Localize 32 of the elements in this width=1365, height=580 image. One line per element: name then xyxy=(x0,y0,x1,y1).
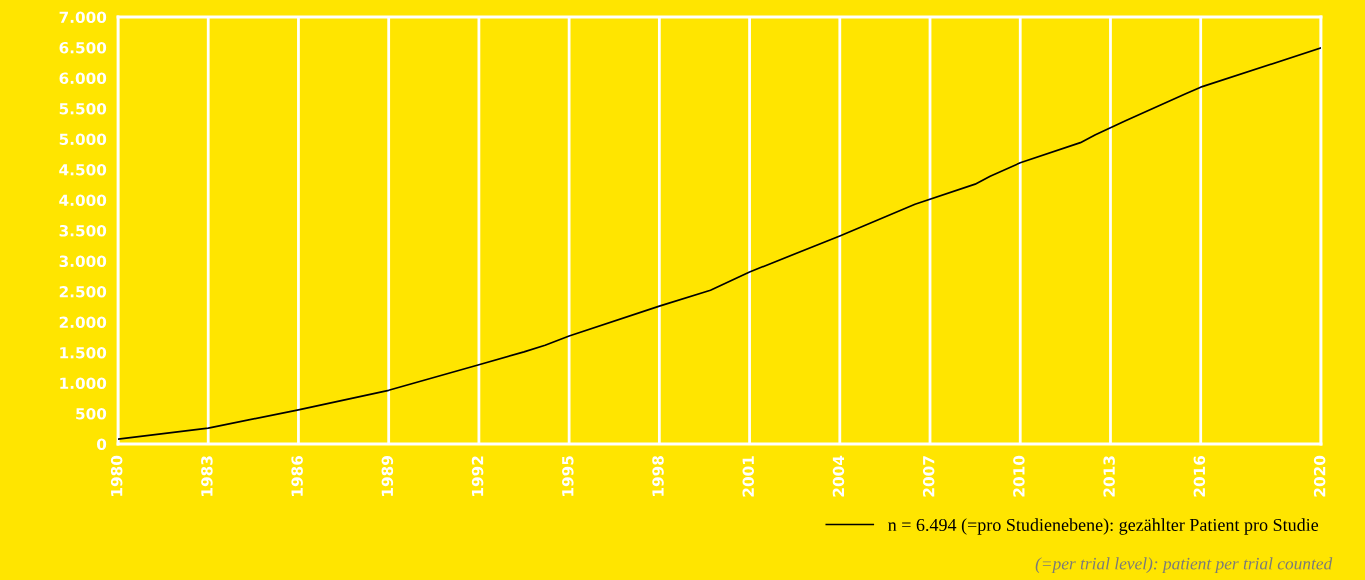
y-tick-label: 5.500 xyxy=(59,102,107,115)
x-tick-label: 2020 xyxy=(1313,455,1326,497)
y-tick-label: 7.000 xyxy=(59,11,107,24)
y-tick-label: 4.500 xyxy=(59,163,107,176)
x-tick-label: 1986 xyxy=(291,455,303,496)
y-tick-label: 4.000 xyxy=(59,194,107,207)
x-tick-label: 1995 xyxy=(562,456,574,496)
y-tick-label: 2.500 xyxy=(59,285,107,298)
text: (=per trial level): patient per trial counted xyxy=(1035,557,1333,574)
x-tick-label: 2013 xyxy=(1103,456,1115,497)
x-tick-label: 1983 xyxy=(201,456,213,496)
x-tick-label: 2007 xyxy=(922,456,935,497)
x-tick-label: 2010 xyxy=(1013,455,1025,497)
x-tick-label: 2004 xyxy=(832,455,845,497)
y-tick-label: 6.000 xyxy=(59,72,107,85)
y-tick-label: 0 xyxy=(96,438,107,451)
x-tick-label: 2001 xyxy=(742,456,755,497)
y-tick-label: 1.500 xyxy=(60,346,107,359)
y-tick-label: 3.000 xyxy=(59,255,107,268)
legend-label: n = 6.494 (=pro Studienebene): gezählter Patient pro Studie xyxy=(888,518,1319,535)
x-tick-label: 1989 xyxy=(381,456,394,496)
x-tick-label: 2016 xyxy=(1193,455,1206,497)
y-tick-label: 500 xyxy=(76,407,107,420)
x-tick-label: 1992 xyxy=(471,456,484,496)
x-tick-label: 1998 xyxy=(652,456,664,496)
y-tick-label: 5.000 xyxy=(59,133,107,146)
x-tick-label: 1980 xyxy=(110,455,123,496)
y-tick-label: 3.500 xyxy=(59,224,107,237)
y-tick-label: 1.000 xyxy=(60,377,107,390)
y-tick-label: 6.500 xyxy=(59,41,107,54)
line-series xyxy=(118,47,1321,440)
y-tick-label: 2.000 xyxy=(59,316,107,329)
